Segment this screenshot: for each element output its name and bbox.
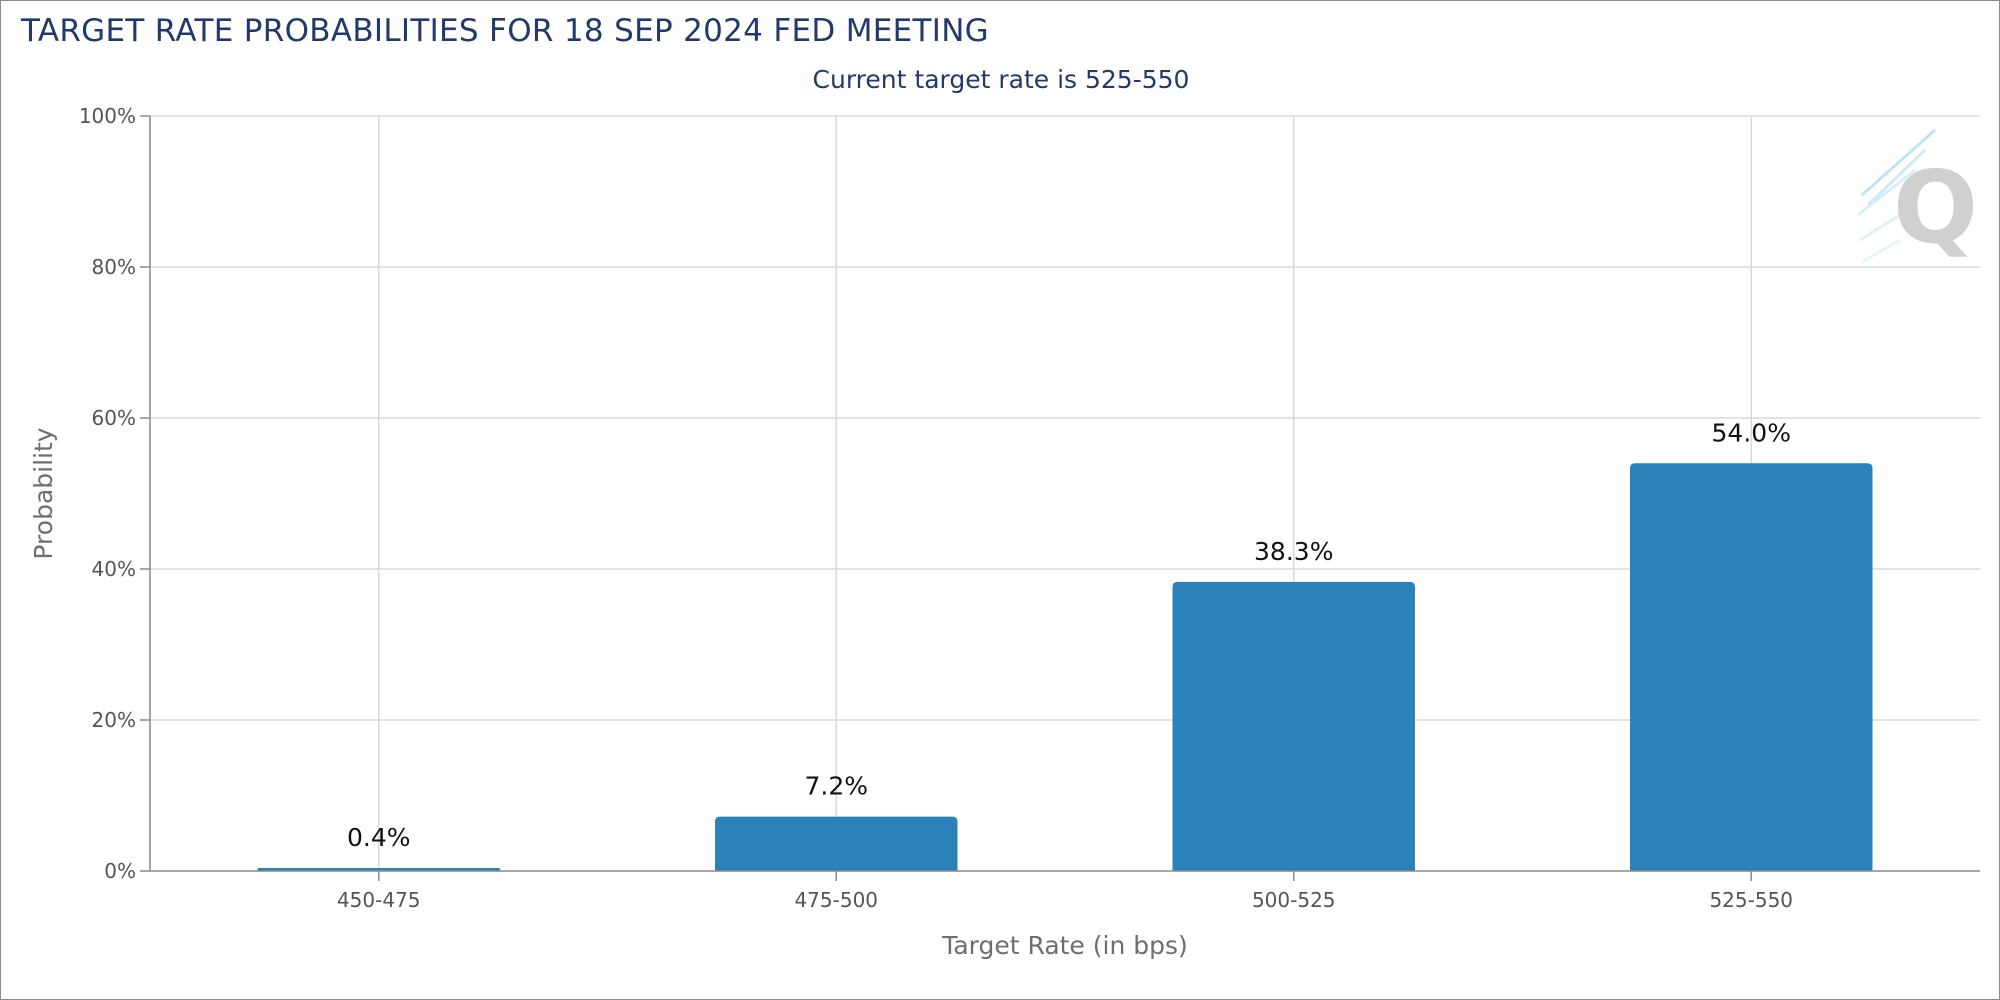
- chart-subtitle: Current target rate is 525-550: [812, 65, 1190, 94]
- y-tick-label: 0%: [104, 859, 136, 883]
- y-tick-label: 40%: [92, 557, 136, 581]
- q-logo-icon: Q: [1857, 128, 1978, 266]
- bar-data-label: 0.4%: [347, 823, 411, 852]
- x-tick-label: 500-525: [1252, 888, 1336, 912]
- y-axis-title: Probability: [29, 427, 58, 559]
- x-tick-label: 475-500: [794, 888, 878, 912]
- bar-450-475: [257, 867, 500, 871]
- svg-text:Q: Q: [1893, 149, 1978, 266]
- y-tick-label: 20%: [92, 708, 136, 732]
- y-tick-label: 60%: [92, 406, 136, 430]
- y-tick-label: 100%: [79, 104, 136, 128]
- bar-475-500: [715, 816, 958, 871]
- x-tick-label: 525-550: [1709, 888, 1793, 912]
- x-axis-title: Target Rate (in bps): [941, 931, 1188, 960]
- y-tick-label: 80%: [92, 255, 136, 279]
- bar-data-label: 38.3%: [1254, 537, 1333, 566]
- x-tick-label: 450-475: [337, 888, 421, 912]
- chart-title: TARGET RATE PROBABILITIES FOR 18 SEP 202…: [21, 13, 989, 49]
- bar-525-550: [1630, 463, 1873, 871]
- labels: 0% 20% 40% 60% 80% 100% 450-475 475-500 500-525 5…: [29, 104, 1793, 960]
- bar-data-label: 54.0%: [1712, 418, 1791, 447]
- axes: [140, 115, 1980, 881]
- bar-data-label: 7.2%: [804, 772, 868, 801]
- bars: [257, 463, 1873, 871]
- bar-500-525: [1172, 581, 1415, 871]
